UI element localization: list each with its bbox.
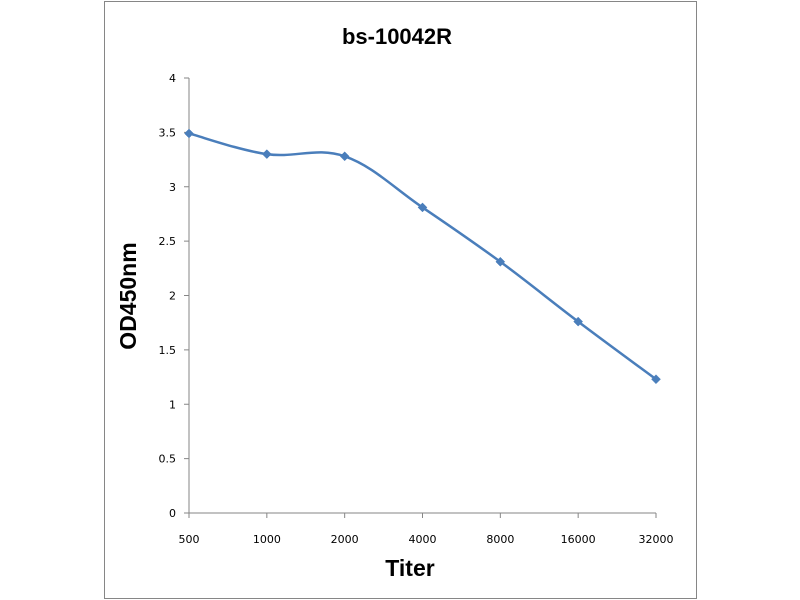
y-tick-label: 0.5 [159, 453, 177, 466]
x-tick-label: 1000 [253, 533, 281, 546]
y-tick-label: 3 [169, 181, 176, 194]
data-point-marker [417, 202, 428, 213]
data-point-marker [651, 374, 661, 385]
x-tick-label: 8000 [486, 533, 514, 546]
x-tick-label: 2000 [331, 533, 359, 546]
y-tick-label: 1.5 [159, 344, 177, 357]
chart-title: bs-10042R [342, 24, 452, 49]
x-tick-label: 16000 [561, 533, 596, 546]
x-axis: 500 1000 2000 4000 8000 16000 32000 [179, 512, 674, 546]
y-tick-label: 1 [169, 398, 176, 411]
data-point-marker [261, 149, 272, 159]
y-axis: 0 0.5 1 1.5 2 2.5 3 3.5 4 [159, 72, 190, 520]
chart-area-frame [104, 1, 697, 599]
y-tick-label: 2 [169, 290, 176, 303]
y-axis-label: OD450nm [115, 242, 141, 349]
y-tick-label: 0 [169, 507, 176, 520]
series-1 [184, 128, 661, 385]
y-tick-label: 2.5 [159, 235, 177, 248]
y-tick-label: 3.5 [159, 126, 177, 139]
data-point-marker [184, 128, 194, 139]
data-point-marker [573, 316, 584, 327]
x-tick-label: 4000 [409, 533, 437, 546]
data-point-marker [495, 256, 506, 267]
x-tick-label: 32000 [639, 533, 674, 546]
y-tick-label: 4 [169, 72, 176, 85]
data-point-marker [339, 151, 350, 162]
x-axis-label: Titer [385, 555, 434, 581]
x-tick-label: 500 [179, 533, 200, 546]
